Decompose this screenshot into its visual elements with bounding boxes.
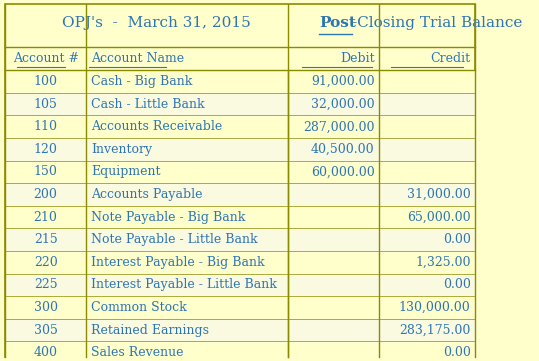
Text: Post: Post <box>319 17 356 30</box>
Text: 300: 300 <box>33 301 58 314</box>
Text: Account #: Account # <box>12 52 79 65</box>
Text: 100: 100 <box>33 75 58 88</box>
Text: Retained Earnings: Retained Earnings <box>91 324 209 337</box>
Text: 120: 120 <box>33 143 58 156</box>
FancyBboxPatch shape <box>5 229 475 251</box>
Text: Sales Revenue: Sales Revenue <box>91 346 184 359</box>
FancyBboxPatch shape <box>5 274 475 296</box>
Text: 225: 225 <box>34 278 58 291</box>
Text: 0.00: 0.00 <box>443 233 471 246</box>
FancyBboxPatch shape <box>5 206 475 229</box>
Text: Cash - Little Bank: Cash - Little Bank <box>91 98 205 111</box>
Text: Inventory: Inventory <box>91 143 153 156</box>
Text: 283,175.00: 283,175.00 <box>399 324 471 337</box>
Text: 0.00: 0.00 <box>443 278 471 291</box>
Text: 130,000.00: 130,000.00 <box>399 301 471 314</box>
Text: 220: 220 <box>34 256 58 269</box>
Text: 60,000.00: 60,000.00 <box>311 165 375 178</box>
Text: Equipment: Equipment <box>91 165 161 178</box>
FancyBboxPatch shape <box>5 161 475 183</box>
Text: 287,000.00: 287,000.00 <box>303 120 375 133</box>
FancyBboxPatch shape <box>5 4 475 357</box>
Text: 215: 215 <box>34 233 58 246</box>
FancyBboxPatch shape <box>5 138 475 161</box>
Text: OPJ's  -  March 31, 2015: OPJ's - March 31, 2015 <box>63 17 266 30</box>
Text: 0.00: 0.00 <box>443 346 471 359</box>
Text: Cash - Big Bank: Cash - Big Bank <box>91 75 192 88</box>
Text: 200: 200 <box>33 188 58 201</box>
Text: Interest Payable - Big Bank: Interest Payable - Big Bank <box>91 256 265 269</box>
Text: 105: 105 <box>33 98 58 111</box>
Text: Credit: Credit <box>431 52 471 65</box>
Text: Account Name: Account Name <box>91 52 184 65</box>
Text: 32,000.00: 32,000.00 <box>311 98 375 111</box>
Text: Common Stock: Common Stock <box>91 301 187 314</box>
FancyBboxPatch shape <box>5 183 475 206</box>
Text: Accounts Payable: Accounts Payable <box>91 188 203 201</box>
Text: 31,000.00: 31,000.00 <box>407 188 471 201</box>
FancyBboxPatch shape <box>5 70 475 93</box>
Text: 40,500.00: 40,500.00 <box>311 143 375 156</box>
Text: 210: 210 <box>33 211 58 224</box>
Text: 150: 150 <box>33 165 58 178</box>
Text: Accounts Receivable: Accounts Receivable <box>91 120 223 133</box>
Text: 305: 305 <box>33 324 58 337</box>
Text: Interest Payable - Little Bank: Interest Payable - Little Bank <box>91 278 277 291</box>
Text: 91,000.00: 91,000.00 <box>311 75 375 88</box>
Text: Note Payable - Big Bank: Note Payable - Big Bank <box>91 211 246 224</box>
Text: 65,000.00: 65,000.00 <box>407 211 471 224</box>
FancyBboxPatch shape <box>5 116 475 138</box>
Text: Debit: Debit <box>340 52 375 65</box>
FancyBboxPatch shape <box>5 251 475 274</box>
Text: -Closing Trial Balance: -Closing Trial Balance <box>352 17 522 30</box>
Text: Note Payable - Little Bank: Note Payable - Little Bank <box>91 233 258 246</box>
FancyBboxPatch shape <box>5 93 475 116</box>
Text: 400: 400 <box>33 346 58 359</box>
Text: 110: 110 <box>33 120 58 133</box>
FancyBboxPatch shape <box>5 296 475 319</box>
FancyBboxPatch shape <box>5 319 475 342</box>
Text: 1,325.00: 1,325.00 <box>415 256 471 269</box>
FancyBboxPatch shape <box>5 342 475 361</box>
